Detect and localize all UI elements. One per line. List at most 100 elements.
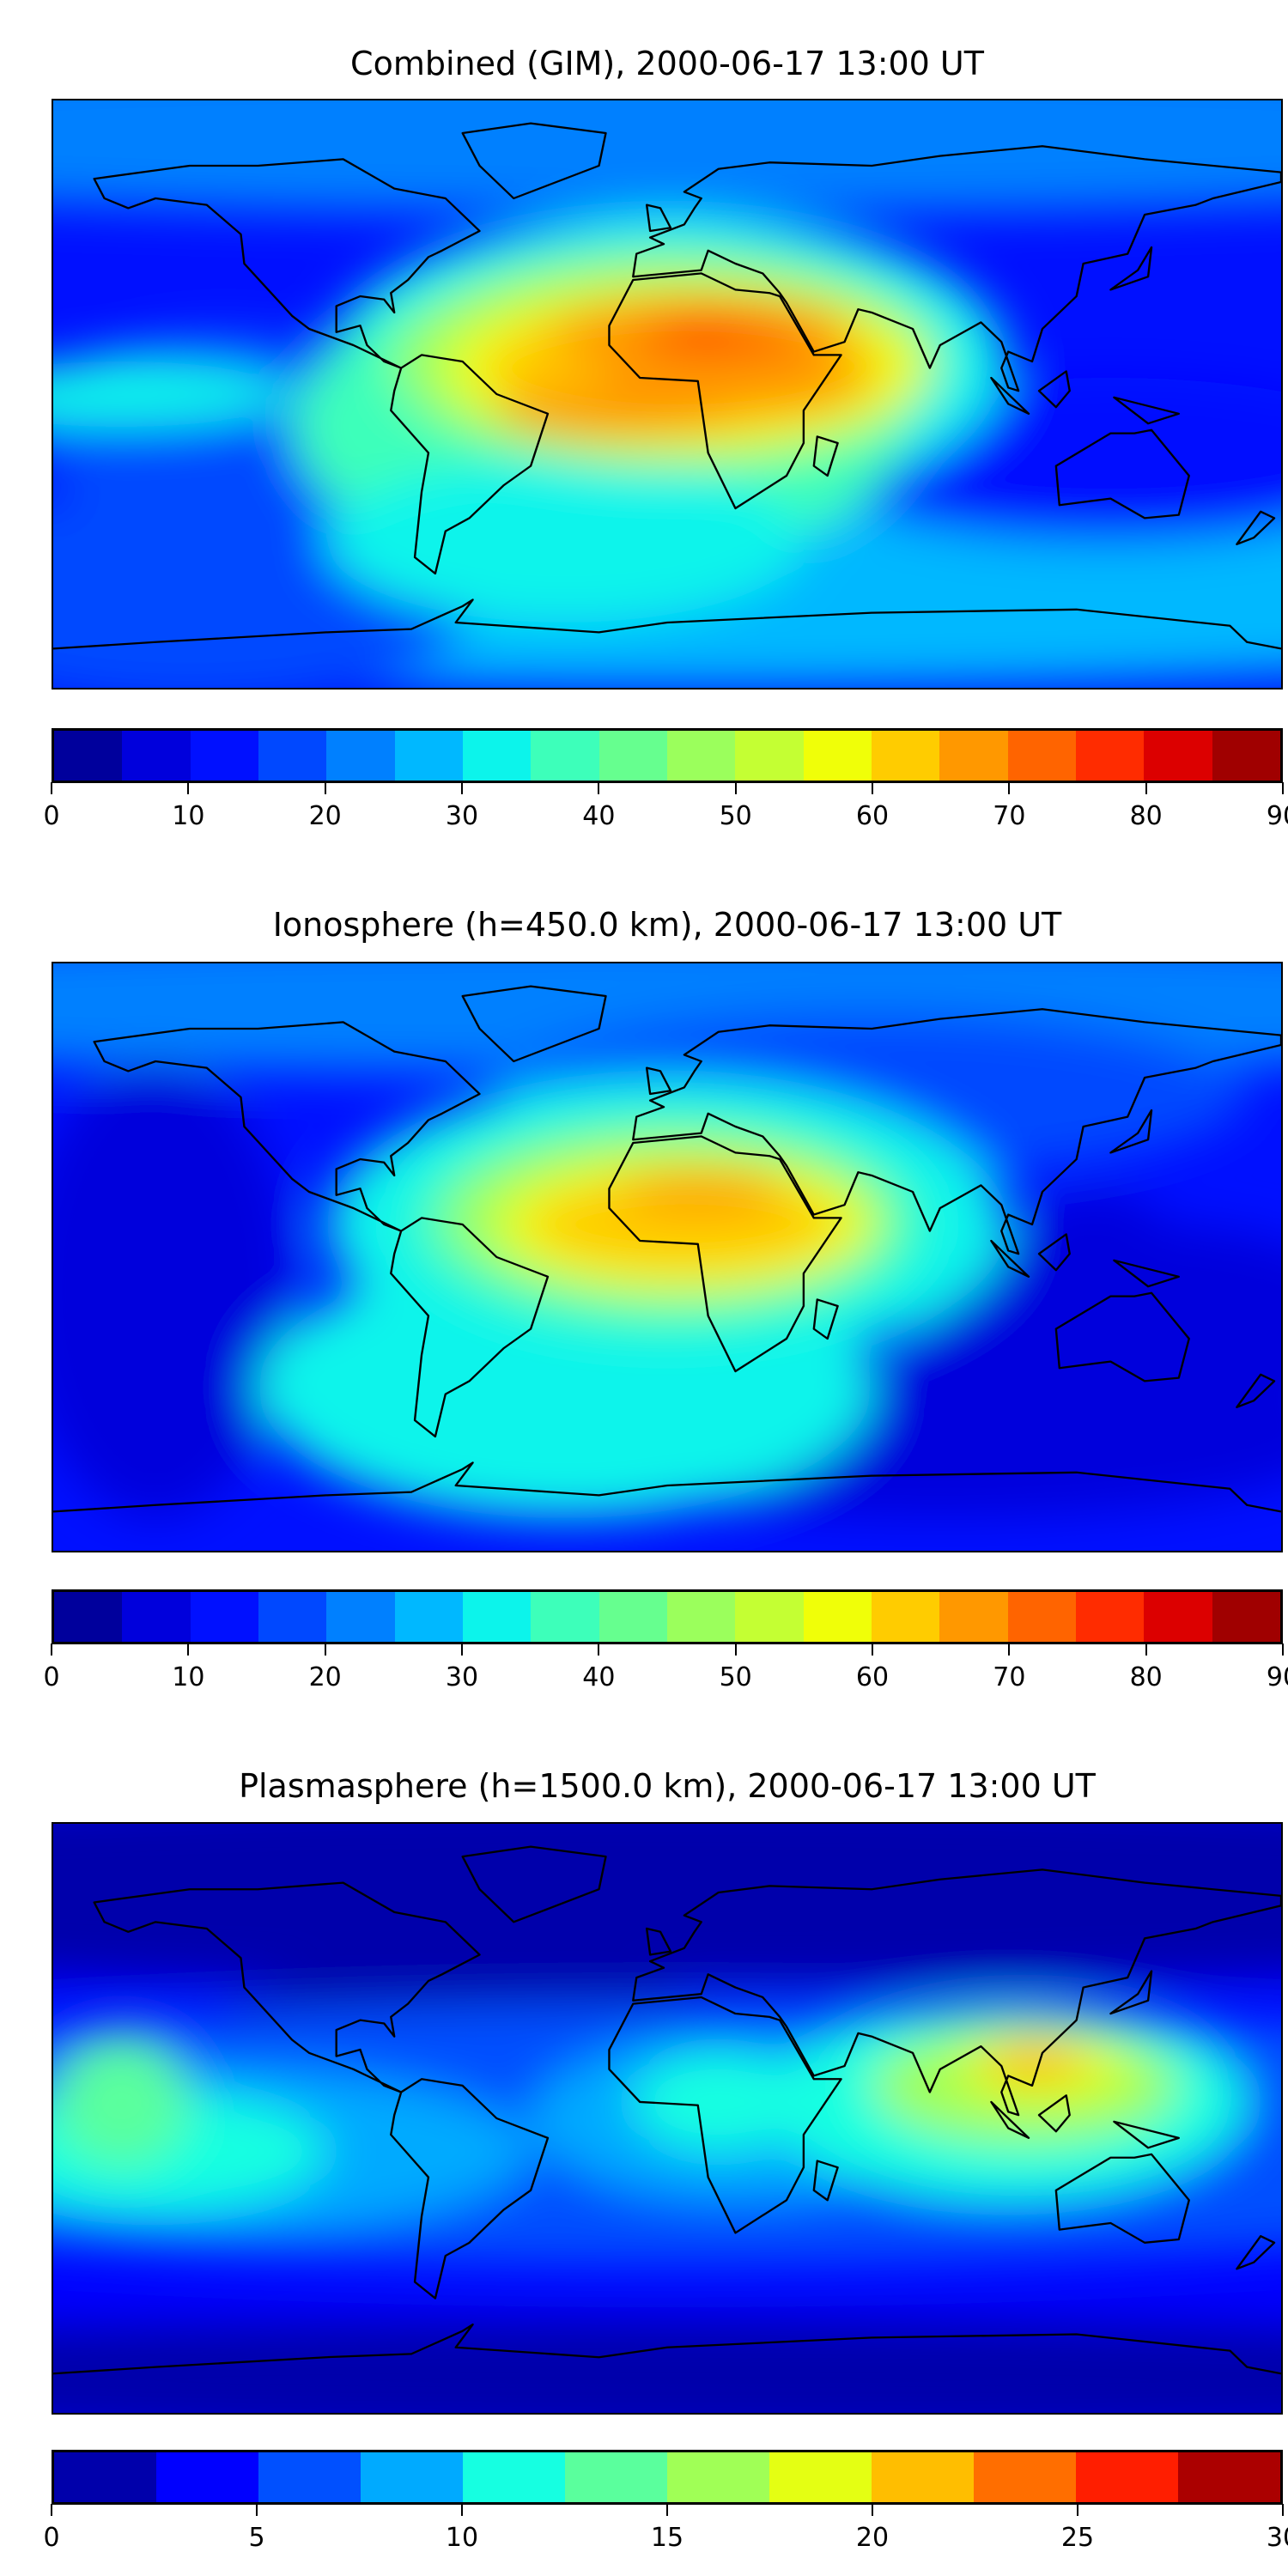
colorbar-segment bbox=[258, 2452, 361, 2502]
coastline-uk bbox=[645, 1066, 672, 1096]
colorbar-segment bbox=[735, 731, 804, 781]
colorbar-segment bbox=[871, 731, 940, 781]
colorbar-tick-label: 70 bbox=[993, 1662, 1026, 1692]
colorbar-segment bbox=[735, 1592, 804, 1642]
colorbar-segment bbox=[463, 2452, 565, 2502]
field-contour-region bbox=[984, 2036, 1087, 2083]
colorbar-tick-label: 30 bbox=[445, 1662, 479, 1692]
coastline-madagascar bbox=[812, 2160, 839, 2202]
colorbar-tick-label: 80 bbox=[1129, 1662, 1163, 1692]
colorbar-tick-mark bbox=[1008, 782, 1011, 794]
colorbar-segment bbox=[1144, 1592, 1212, 1642]
colorbar-ticks-plasmasphere: 0 5 10 15 20 25 30 bbox=[43, 2504, 1288, 2573]
colorbar-tick-label: 15 bbox=[650, 2523, 684, 2553]
colorbar-segment bbox=[394, 1592, 463, 1642]
chart-title-combined: Combined (GIM), 2000-06-17 13:00 UT bbox=[350, 45, 984, 82]
colorbar-segment bbox=[871, 1592, 940, 1642]
colorbar-tick-label: 50 bbox=[719, 1662, 752, 1692]
field-contour-region bbox=[1025, 1192, 1162, 1257]
colorbar-tick-mark bbox=[734, 1643, 737, 1656]
coastline-namerica bbox=[93, 158, 481, 369]
colorbar-segment bbox=[666, 731, 736, 781]
colorbar-segment bbox=[667, 2452, 769, 2502]
colorbar-segment bbox=[531, 1592, 599, 1642]
field-contour-region bbox=[53, 1824, 1281, 1988]
colorbar-tick-mark bbox=[461, 2504, 463, 2516]
colorbar-tick-mark bbox=[872, 2504, 873, 2516]
colorbar-segment bbox=[598, 731, 667, 781]
coastline-australia bbox=[1054, 428, 1190, 519]
colorbar-segment bbox=[1075, 731, 1145, 781]
field-contour-region bbox=[667, 315, 736, 343]
colorbar-segment bbox=[156, 2452, 258, 2502]
coastline-eurasia bbox=[632, 1008, 1281, 1255]
colorbar-segment bbox=[326, 1592, 395, 1642]
colorbar-tick-label: 50 bbox=[719, 801, 752, 831]
colorbar-tick-label: 30 bbox=[445, 801, 479, 831]
coastline-japan bbox=[1109, 1109, 1153, 1154]
colorbar-segment bbox=[769, 2452, 872, 2502]
map-plasmasphere bbox=[52, 1822, 1283, 2415]
colorbar-tick-label: 25 bbox=[1060, 2523, 1095, 2553]
coastline-eurasia bbox=[632, 1868, 1281, 2117]
coastline-greenland bbox=[461, 122, 607, 200]
colorbar-tick-label: 10 bbox=[172, 1662, 205, 1692]
colorbar-segment bbox=[872, 2452, 974, 2502]
coastline-antarctica bbox=[53, 2323, 1281, 2375]
coastline-nz bbox=[1236, 510, 1276, 545]
colorbar-segment bbox=[1076, 2452, 1178, 2502]
colorbar-segment bbox=[939, 731, 1008, 781]
colorbar-segment bbox=[54, 2452, 156, 2502]
colorbar-segment bbox=[122, 1592, 191, 1642]
coastline-indonesia bbox=[990, 1239, 1030, 1278]
colorbar-tick-label: 90 bbox=[1266, 1662, 1288, 1692]
colorbar-tick-label: 60 bbox=[855, 801, 890, 831]
colorbar-ticks-combined: 0 10 20 30 40 50 60 70 80 90 bbox=[43, 782, 1288, 851]
field-contour-region bbox=[53, 1061, 293, 1518]
map-combined bbox=[52, 99, 1283, 690]
coastline-borneo bbox=[1037, 1233, 1071, 1272]
field-contour-region bbox=[53, 361, 292, 427]
colorbar-segment bbox=[974, 2452, 1076, 2502]
colorbar-tick-mark bbox=[1282, 2504, 1284, 2516]
coastline-madagascar bbox=[812, 1298, 839, 1340]
colorbar-tick-mark bbox=[666, 2504, 668, 2516]
coastline-madagascar bbox=[812, 435, 839, 477]
colorbar-segment bbox=[190, 731, 258, 781]
colorbar-segment bbox=[1212, 731, 1280, 781]
colorbar-combined bbox=[52, 728, 1283, 783]
colorbar-ionosphere bbox=[52, 1589, 1283, 1644]
field-contour-region bbox=[53, 100, 1281, 215]
colorbar-tick-label: 80 bbox=[1129, 801, 1163, 831]
colorbar-tick-mark bbox=[1008, 1643, 1011, 1656]
coastline-newguinea bbox=[1113, 2120, 1181, 2149]
colorbar-segment bbox=[190, 1592, 258, 1642]
colorbar-segment bbox=[803, 731, 872, 781]
colorbar-tick-mark bbox=[598, 1643, 600, 1656]
colorbar-segment bbox=[1075, 1592, 1145, 1642]
colorbar-tick-label: 40 bbox=[582, 1662, 616, 1692]
colorbar-segment bbox=[1178, 2452, 1280, 2502]
coastline-africa bbox=[608, 1996, 842, 2234]
map-ionosphere bbox=[52, 962, 1283, 1552]
colorbar-segment bbox=[1212, 1592, 1280, 1642]
coastline-greenland bbox=[461, 1845, 607, 1923]
colorbar-tick-mark bbox=[1145, 1643, 1147, 1656]
coastline-greenland bbox=[461, 985, 607, 1063]
colorbar-tick-mark bbox=[872, 1643, 873, 1656]
coastline-borneo bbox=[1037, 2094, 1071, 2133]
colorbar-tick-mark bbox=[598, 782, 600, 794]
colorbar-tick-label: 30 bbox=[1266, 2523, 1288, 2553]
colorbar-segment bbox=[394, 731, 463, 781]
colorbar-tick-label: 20 bbox=[308, 801, 342, 831]
colorbar-tick-label: 10 bbox=[445, 2523, 479, 2553]
coastline-samerica bbox=[390, 1217, 550, 1438]
colorbar-tick-mark bbox=[872, 782, 873, 794]
colorbar-segment bbox=[666, 1592, 736, 1642]
coastline-nz bbox=[1236, 1373, 1276, 1408]
coastline-africa bbox=[608, 1135, 842, 1373]
coastline-nz bbox=[1236, 2235, 1276, 2270]
colorbar-segment bbox=[1144, 731, 1212, 781]
chart-title-ionosphere: Ionosphere (h=450.0 km), 2000-06-17 13:0… bbox=[272, 906, 1062, 944]
colorbar-segment bbox=[326, 731, 395, 781]
